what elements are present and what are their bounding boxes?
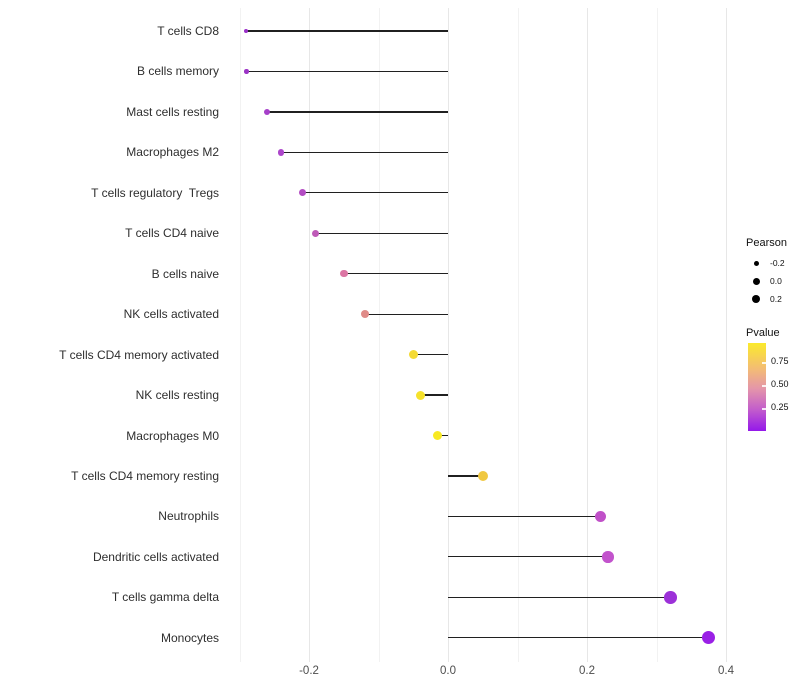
lollipop-stem xyxy=(246,70,448,73)
colorbar-tick xyxy=(762,408,766,410)
x-axis-tick-label: -0.2 xyxy=(299,665,319,677)
lollipop-stem xyxy=(448,475,483,477)
y-axis-label: T cells CD4 memory activated xyxy=(59,347,219,362)
lollipop-stem xyxy=(315,232,449,234)
y-axis-label: B cells memory xyxy=(136,64,219,79)
y-axis-label: Macrophages M2 xyxy=(126,145,219,160)
lollipop-stem xyxy=(448,637,709,639)
lollipop-dot xyxy=(477,470,488,481)
legend-size-label: -0.2 xyxy=(770,258,785,268)
y-axis-label: T cells CD8 xyxy=(157,24,219,38)
x-axis-tick-label: 0.0 xyxy=(440,665,457,677)
colorbar-label: 0.50 xyxy=(771,379,789,389)
colorbar-label: 0.75 xyxy=(771,356,789,366)
lollipop-stem xyxy=(413,353,449,356)
legend-pvalue-title: Pvalue xyxy=(746,327,780,339)
gridline-minor xyxy=(517,8,519,662)
gridline-minor xyxy=(239,8,241,662)
lollipop-dot xyxy=(244,29,249,33)
lollipop-dot xyxy=(602,551,614,563)
colorbar-label: 0.25 xyxy=(771,402,789,412)
lollipop-dot xyxy=(244,69,249,74)
y-axis-label: Neutrophils xyxy=(158,509,219,524)
x-axis-tick-label: 0.4 xyxy=(718,665,735,677)
y-axis-label: Dendritic cells activated xyxy=(92,549,219,564)
y-axis-label: NK cells resting xyxy=(135,388,219,403)
legend-size-entry: 0.2 xyxy=(748,290,782,308)
lollipop-dot xyxy=(277,149,285,156)
legend-size-entry: 0.0 xyxy=(748,272,782,290)
y-axis-label: T cells regulatory Tregs xyxy=(91,185,219,200)
lollipop-dot xyxy=(432,430,443,441)
lollipop-stem xyxy=(448,556,608,558)
gridline-minor xyxy=(656,8,658,662)
gridline-major xyxy=(587,8,589,662)
lollipop-stem xyxy=(302,192,448,194)
y-axis-label: T cells CD4 naive xyxy=(125,226,219,241)
lollipop-stem xyxy=(267,111,449,113)
y-axis-label: T cells gamma delta xyxy=(111,590,219,605)
lollipop-stem xyxy=(448,515,601,518)
lollipop-dot xyxy=(298,189,306,197)
legend-size-dot xyxy=(752,277,760,285)
legend-size-entry: -0.2 xyxy=(748,254,785,272)
y-axis-label: NK cells activated xyxy=(123,307,219,322)
lollipop-dot xyxy=(664,591,677,604)
colorbar-tick xyxy=(762,362,766,364)
lollipop-dot xyxy=(702,631,716,645)
lollipop-dot xyxy=(595,510,607,522)
lollipop-stem xyxy=(246,30,448,32)
gridline-minor xyxy=(378,8,380,662)
legend-size-label: 0.0 xyxy=(770,276,782,286)
lollipop-stem xyxy=(281,151,448,153)
legend-size-dot xyxy=(753,260,759,266)
lollipop-dot xyxy=(408,350,418,360)
lollipop-stem xyxy=(420,394,449,396)
lollipop-stem xyxy=(448,596,671,598)
lollipop-dot xyxy=(415,390,425,400)
lollipop-dot xyxy=(264,108,271,115)
lollipop-stem xyxy=(343,273,449,275)
gridline-major xyxy=(726,8,728,662)
x-axis-tick-label: 0.2 xyxy=(579,665,596,677)
y-axis-label: B cells naive xyxy=(151,266,219,281)
legend-size-dot-box xyxy=(748,277,764,285)
lollipop-dot xyxy=(360,310,369,319)
y-axis-label: T cells CD4 memory resting xyxy=(71,468,219,483)
y-axis-label: Monocytes xyxy=(160,630,219,645)
y-axis-label: Macrophages M0 xyxy=(126,428,219,443)
legend-size-dot-box xyxy=(748,294,764,304)
gridline-major xyxy=(448,8,450,662)
legend-pearson-title: Pearson xyxy=(746,237,787,249)
gridline-major xyxy=(309,8,311,662)
legend-size-dot-box xyxy=(748,260,764,266)
lollipop-dot xyxy=(340,269,348,278)
lollipop-dot xyxy=(312,229,320,237)
pvalue-colorbar xyxy=(748,343,766,431)
lollipop-stem xyxy=(364,313,448,315)
legend-size-dot xyxy=(751,294,761,304)
colorbar-tick xyxy=(762,385,766,387)
legend-size-label: 0.2 xyxy=(770,294,782,304)
y-axis-label: Mast cells resting xyxy=(126,104,219,119)
lollipop-stem xyxy=(437,434,449,437)
